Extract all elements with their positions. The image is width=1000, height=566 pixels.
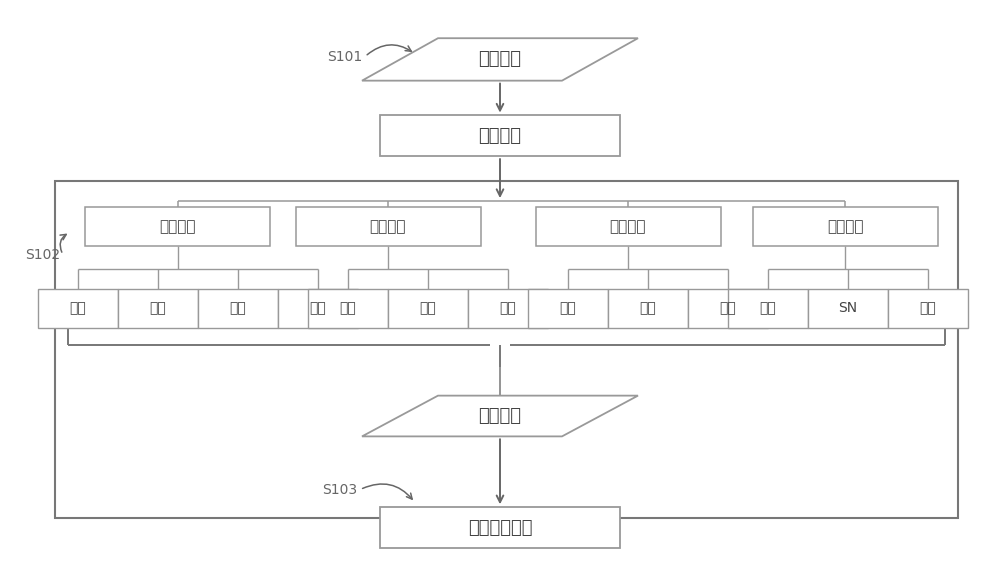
- Text: 异常: 异常: [340, 302, 356, 315]
- Bar: [808, 289, 888, 328]
- Text: 上传到服务器: 上传到服务器: [468, 518, 532, 537]
- Text: 状态: 状态: [500, 302, 516, 315]
- Polygon shape: [362, 396, 638, 436]
- Text: 设备: 设备: [560, 302, 576, 315]
- Bar: [688, 289, 768, 328]
- Bar: [85, 207, 270, 246]
- Bar: [888, 289, 968, 328]
- Bar: [55, 181, 958, 518]
- Bar: [608, 289, 688, 328]
- Text: 用户: 用户: [420, 302, 436, 315]
- Text: 版本: 版本: [760, 302, 776, 315]
- Text: S101: S101: [327, 50, 363, 63]
- Text: 监控系统: 监控系统: [479, 127, 522, 145]
- Bar: [753, 207, 938, 246]
- Bar: [296, 207, 480, 246]
- Bar: [468, 289, 548, 328]
- Bar: [118, 289, 198, 328]
- Text: 风扇: 风扇: [70, 302, 86, 315]
- Bar: [380, 507, 620, 548]
- Text: 电压: 电压: [310, 302, 326, 315]
- Text: 磁盘: 磁盘: [150, 302, 166, 315]
- Text: 信息数据: 信息数据: [479, 407, 522, 425]
- Text: SN: SN: [838, 302, 858, 315]
- Text: 配置文件: 配置文件: [479, 50, 522, 68]
- Text: S102: S102: [25, 248, 61, 261]
- Bar: [728, 289, 808, 328]
- Text: 授权: 授权: [920, 302, 936, 315]
- Text: 系统信息: 系统信息: [827, 219, 863, 234]
- Text: 驱动信息: 驱动信息: [610, 219, 646, 234]
- Text: S103: S103: [322, 483, 358, 496]
- Bar: [278, 289, 358, 328]
- Text: 状态: 状态: [640, 302, 656, 315]
- Bar: [38, 289, 118, 328]
- Bar: [528, 289, 608, 328]
- Text: 内存: 内存: [230, 302, 246, 315]
- Bar: [380, 115, 620, 156]
- Text: 硬件监控: 硬件监控: [160, 219, 196, 234]
- Bar: [308, 289, 388, 328]
- Bar: [536, 207, 720, 246]
- Text: 用户: 用户: [720, 302, 736, 315]
- Bar: [388, 289, 468, 328]
- Text: 系统监控: 系统监控: [370, 219, 406, 234]
- Polygon shape: [362, 38, 638, 80]
- Bar: [198, 289, 278, 328]
